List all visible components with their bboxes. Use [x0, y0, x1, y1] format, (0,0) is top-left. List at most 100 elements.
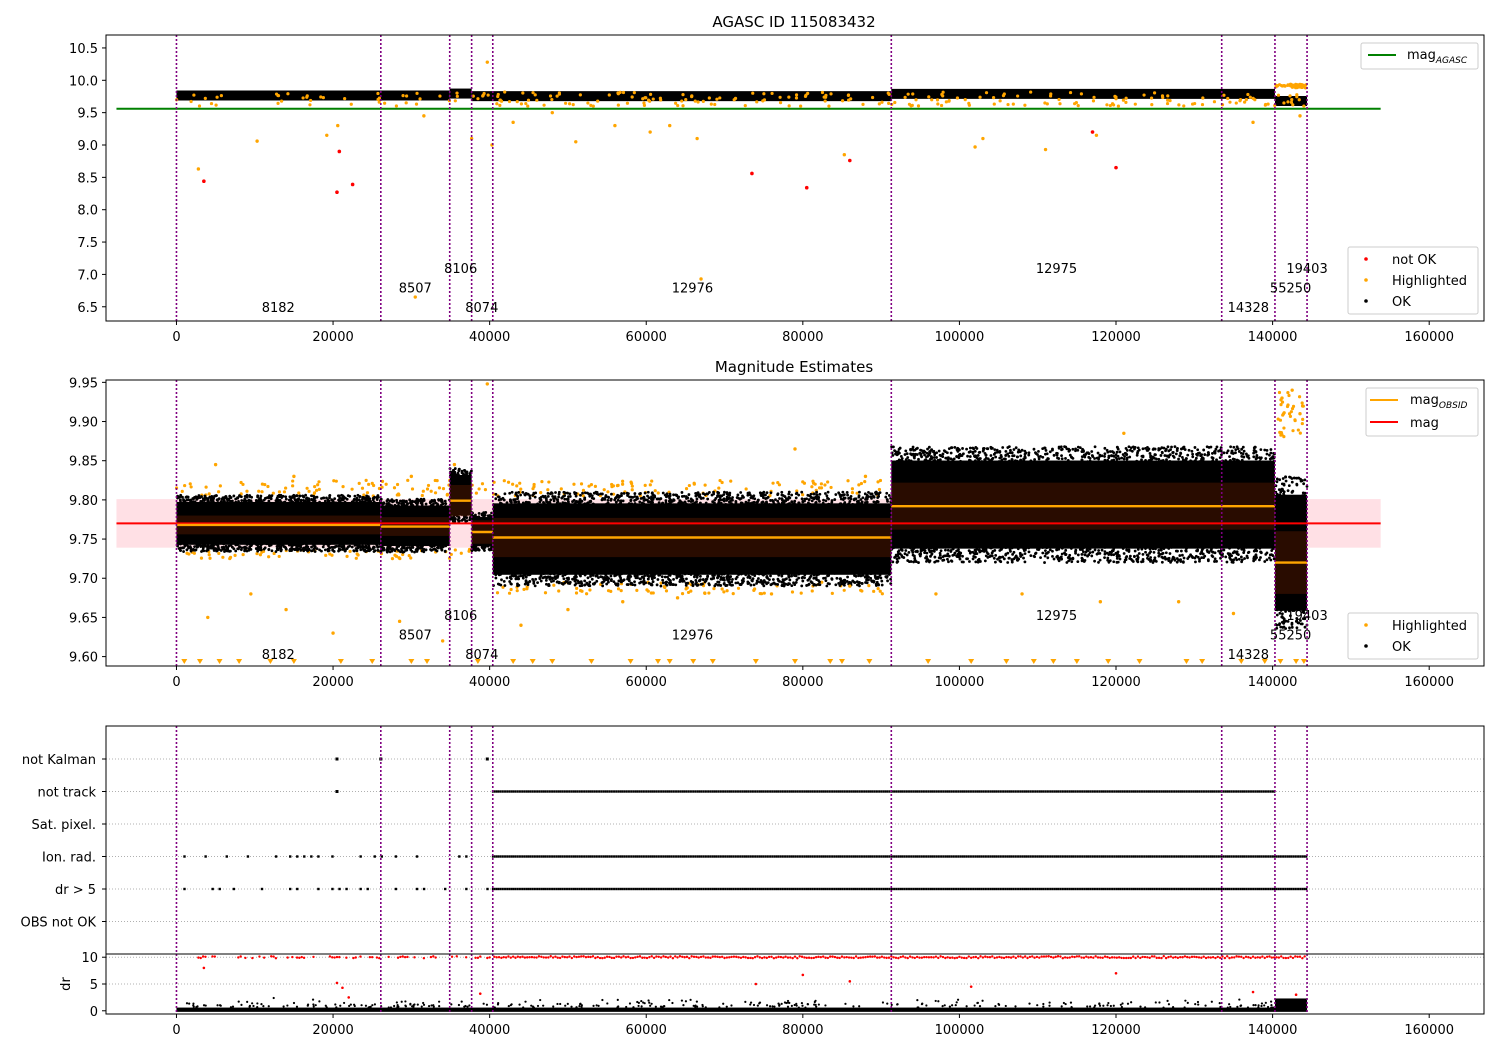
- flag-point: [576, 790, 579, 793]
- ok-point: [680, 579, 684, 583]
- ok-point: [1214, 545, 1218, 549]
- ok-point: [336, 544, 340, 548]
- ok-point: [278, 495, 281, 498]
- flag-point: [950, 790, 953, 793]
- ok-point: [1210, 461, 1213, 464]
- flag-point: [758, 790, 761, 793]
- ok-point: [1095, 552, 1099, 556]
- ok-point: [1133, 447, 1136, 451]
- ok-point: [583, 579, 587, 583]
- ok-point: [453, 470, 457, 474]
- flag-point: [542, 790, 545, 793]
- highlighted-point: [509, 587, 513, 592]
- ok-point: [980, 460, 984, 463]
- flag-point: [969, 790, 971, 793]
- flag-point: [1237, 790, 1240, 793]
- ok-point: [1154, 547, 1157, 551]
- ok-point: [250, 495, 254, 499]
- ok-point: [1166, 557, 1170, 561]
- ok-point: [542, 571, 546, 575]
- flag-point: [698, 790, 701, 793]
- ok-point: [985, 551, 989, 554]
- ok-point: [1290, 477, 1294, 480]
- ok-point: [1088, 457, 1092, 460]
- highlighted-point: [260, 490, 264, 494]
- highlighted-point: [693, 99, 697, 103]
- ok-point: [1240, 458, 1244, 462]
- ok-points-cloud: [449, 474, 472, 516]
- ok-point: [234, 500, 238, 504]
- highlighted-point: [557, 589, 561, 593]
- ok-point: [1008, 460, 1012, 464]
- flag-point: [1247, 790, 1250, 793]
- ok-point: [295, 494, 298, 498]
- ok-point: [549, 498, 553, 502]
- highlighted-point: [632, 91, 636, 95]
- flag-point: [1170, 790, 1173, 793]
- flag-point: [660, 790, 663, 793]
- ok-point: [900, 461, 904, 464]
- ok-point: [199, 499, 203, 503]
- highlighted-point: [445, 492, 450, 496]
- ok-point: [1196, 448, 1200, 452]
- ok-point: [429, 548, 432, 551]
- ok-point: [341, 495, 345, 499]
- ok-point: [969, 450, 972, 453]
- ok-point: [1125, 460, 1129, 463]
- flag-point: [734, 790, 737, 793]
- ok-point: [755, 501, 758, 504]
- flag-point: [899, 790, 902, 793]
- ok-point: [385, 499, 389, 503]
- highlighted-point: [297, 491, 301, 495]
- highlighted-point: [555, 94, 559, 98]
- highlighted-point: [579, 482, 584, 486]
- flag-point: [615, 790, 618, 793]
- obsid-label: 8507: [399, 281, 432, 296]
- ok-point: [549, 572, 552, 576]
- ok-point: [936, 559, 940, 563]
- ok-point: [405, 548, 409, 552]
- ok-point: [739, 582, 743, 586]
- ok-point: [519, 574, 523, 578]
- ok-point: [1059, 555, 1063, 559]
- highlighted-point: [203, 96, 207, 100]
- flag-point: [510, 790, 513, 793]
- ok-point: [368, 549, 371, 553]
- ok-point: [1160, 552, 1164, 556]
- ok-point: [1045, 551, 1049, 555]
- ok-point: [695, 497, 699, 501]
- ok-point: [947, 456, 950, 460]
- ok-point: [701, 503, 704, 507]
- ok-point: [366, 495, 370, 499]
- highlighted-point: [1282, 84, 1287, 88]
- flag-point: [1083, 790, 1086, 793]
- ok-point: [209, 546, 213, 550]
- flag-point: [1051, 790, 1054, 793]
- ok-point: [313, 499, 316, 502]
- highlighted-point: [276, 101, 280, 105]
- ok-point: [938, 553, 942, 557]
- highlighted-point: [367, 482, 371, 486]
- ok-point: [942, 461, 946, 465]
- ok-point: [790, 572, 794, 575]
- ok-point: [249, 500, 253, 504]
- ok-point: [818, 492, 822, 496]
- flag-point: [713, 790, 716, 793]
- ok-point: [1090, 545, 1094, 549]
- highlighted-point: [621, 90, 626, 95]
- ok-point: [1232, 558, 1236, 562]
- flag-point: [811, 790, 814, 793]
- ok-point: [1231, 560, 1235, 564]
- ok-point: [887, 494, 891, 497]
- ok-point: [633, 580, 636, 584]
- flag-point: [1145, 790, 1148, 793]
- highlighted-point: [503, 90, 507, 94]
- ok-point: [1180, 553, 1184, 557]
- ok-point: [424, 548, 428, 552]
- flag-point: [1031, 790, 1033, 793]
- ok-point: [647, 575, 651, 578]
- ok-point: [968, 446, 972, 450]
- ok-point: [322, 543, 326, 546]
- ok-point: [712, 490, 715, 494]
- ok-point: [873, 574, 877, 578]
